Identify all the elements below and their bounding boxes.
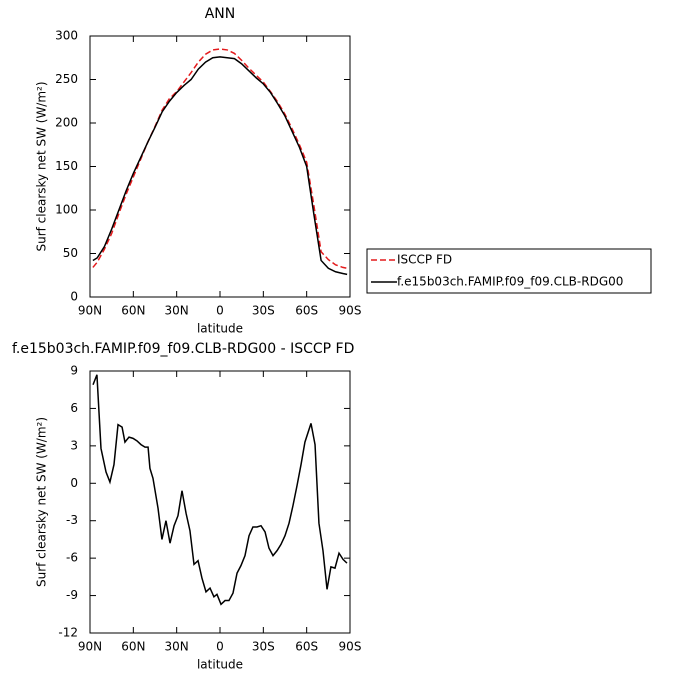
x-tick-label: 60S — [295, 640, 318, 654]
data-line — [92, 374, 348, 606]
x-tick-label: 60N — [121, 640, 145, 654]
x-axis-label: latitude — [197, 658, 243, 672]
y-axis-label: Surf clearsky net SW (W/m²) — [35, 417, 49, 587]
y-tick-label: -9 — [66, 588, 78, 602]
y-tick-label: -12 — [58, 626, 78, 640]
y-tick-label: 200 — [55, 116, 78, 130]
legend-label: ISCCP FD — [397, 253, 452, 267]
x-tick-label: 30N — [165, 304, 189, 318]
y-tick-label: 9 — [70, 364, 78, 378]
data-line — [92, 56, 348, 276]
panel: f.e15b03ch.FAMIP.f09_f09.CLB-RDG00 - ISC… — [12, 341, 361, 672]
x-tick-label: 30S — [252, 640, 275, 654]
y-axis-label: Surf clearsky net SW (W/m²) — [35, 81, 49, 251]
plot-frame — [89, 370, 351, 634]
y-tick-label: 0 — [70, 290, 78, 304]
y-tick-label: 250 — [55, 72, 78, 86]
legend: ISCCP FD f.e15b03ch.FAMIP.f09_f09.CLB-RDG… — [366, 248, 652, 294]
y-tick-label: 150 — [55, 159, 78, 173]
plot-frame — [89, 35, 351, 298]
y-tick-label: 0 — [70, 476, 78, 490]
x-tick-label: 0 — [216, 304, 224, 318]
chart-title: ANN — [205, 6, 236, 22]
x-tick-label: 90S — [339, 640, 362, 654]
x-tick-label: 90N — [78, 304, 102, 318]
x-axis-label: latitude — [197, 322, 243, 336]
legend-frame — [366, 248, 652, 294]
y-tick-label: 300 — [55, 29, 78, 43]
y-tick-label: 3 — [70, 438, 78, 452]
y-tick-label: -3 — [66, 513, 78, 527]
x-tick-label: 30S — [252, 304, 275, 318]
panel: ANN 90N 60N 30N 0 30S 60S 90S latitude 0 50 100 150 2… — [35, 6, 652, 336]
x-tick-label: 30N — [165, 640, 189, 654]
y-tick-label: 6 — [70, 401, 78, 415]
chart-title: f.e15b03ch.FAMIP.f09_f09.CLB-RDG00 - ISC… — [12, 341, 354, 357]
y-tick-label: -6 — [66, 551, 78, 565]
x-tick-label: 60S — [295, 304, 318, 318]
legend-label: f.e15b03ch.FAMIP.f09_f09.CLB-RDG00 — [397, 275, 623, 289]
x-tick-label: 90S — [339, 304, 362, 318]
x-tick-label: 90N — [78, 640, 102, 654]
data-line — [92, 48, 348, 270]
y-tick-label: 100 — [55, 203, 78, 217]
y-tick-label: 50 — [63, 246, 78, 260]
x-tick-label: 0 — [216, 640, 224, 654]
x-tick-label: 60N — [121, 304, 145, 318]
